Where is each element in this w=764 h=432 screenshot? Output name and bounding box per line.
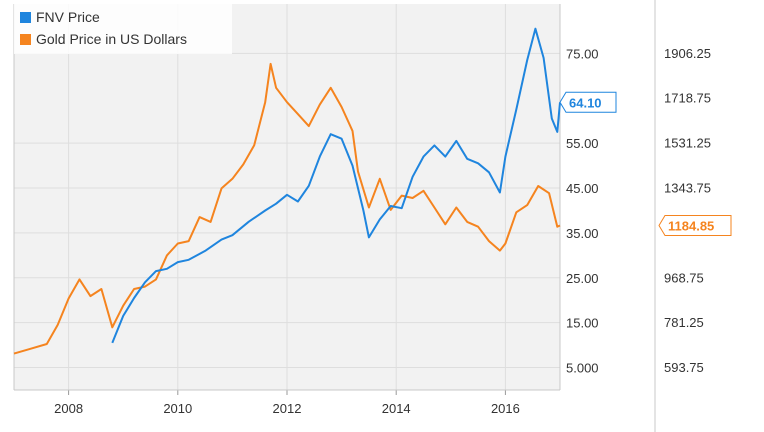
left-axis-tick-label: 15.00 (566, 316, 599, 331)
right-axis-tick-label: 968.75 (664, 270, 704, 285)
right-axis-tick-label: 1343.75 (664, 180, 711, 195)
legend-label: Gold Price in US Dollars (36, 31, 187, 47)
gold-last-value-flag-label: 1184.85 (668, 219, 714, 234)
right-axis-tick-label: 593.75 (664, 360, 704, 375)
left-axis-tick-label: 55.00 (566, 136, 599, 151)
left-axis-tick-label: 5.000 (566, 361, 599, 376)
legend: FNV Price Gold Price in US Dollars (14, 4, 232, 54)
fnv-price-line (111, 27, 561, 344)
left-axis-tick-label: 25.00 (566, 271, 599, 286)
x-axis-tick-label: 2010 (163, 401, 192, 416)
plot-frame (13, 0, 656, 432)
right-axis-tick-label: 1906.25 (664, 46, 711, 61)
axis-labels: 75.00 55.00 45.00 35.00 25.00 15.00 5.000 2008 2… (54, 46, 711, 416)
right-axis-tick-label: 781.25 (664, 315, 704, 330)
last-value-flags: 64.10 1184.85 (559, 91, 732, 237)
legend-swatch (20, 34, 31, 45)
series-layer (13, 27, 561, 355)
gold-last-value-flag-box (658, 215, 732, 237)
x-axis-tick-label: 2014 (382, 401, 411, 416)
legend-background (14, 4, 232, 54)
legend-swatch (20, 12, 31, 23)
fnv-last-value-flag-label: 64.10 (569, 95, 602, 110)
x-axis-tick-label: 2016 (491, 401, 520, 416)
grid-lines (14, 4, 560, 390)
fnv-last-value-flag-box (559, 91, 617, 113)
right-axis-tick-label: 1718.75 (664, 91, 711, 106)
x-axis-tick-label: 2008 (54, 401, 83, 416)
left-axis-tick-label: 35.00 (566, 226, 599, 241)
gold-price-line (13, 62, 561, 355)
left-axis-tick-label: 75.00 (566, 46, 599, 61)
x-axis-tick-label: 2012 (273, 401, 302, 416)
legend-label: FNV Price (36, 9, 100, 25)
right-axis-tick-label: 1531.25 (664, 136, 711, 151)
left-axis-tick-label: 45.00 (566, 181, 599, 196)
